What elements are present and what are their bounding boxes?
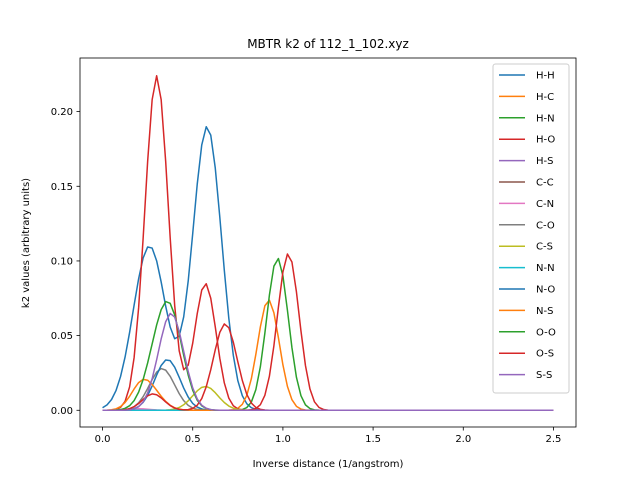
legend-label: S-S (536, 370, 552, 381)
legend: H-H H-C H-N H-O H-S C-C C-N C-O C-S N-N N-O N-S O-O O… (492, 63, 570, 394)
series-line-s-s (102, 312, 554, 412)
x-tick-label: 0.5 (185, 434, 201, 445)
legend-label: H-S (536, 156, 553, 167)
y-tick-label: 0.05 (51, 331, 73, 342)
legend-label: H-N (536, 113, 555, 124)
x-tick-label: 1.0 (275, 434, 291, 445)
plot-area (102, 75, 554, 412)
legend-label: C-S (536, 242, 553, 253)
x-axis: 0.0 0.5 1.0 1.5 2.0 2.5 (95, 427, 562, 445)
legend-label: C-O (536, 220, 555, 231)
legend-label: H-H (536, 71, 555, 82)
y-tick-label: 0.20 (51, 107, 73, 118)
legend-label: N-O (536, 285, 555, 296)
legend-label: H-C (536, 92, 554, 103)
legend-label: O-O (536, 327, 556, 338)
legend-label: O-S (536, 349, 554, 360)
legend-label: N-N (536, 263, 555, 274)
legend-label: H-O (536, 135, 555, 146)
x-tick-label: 1.5 (365, 434, 381, 445)
legend-label: C-N (536, 199, 554, 210)
y-tick-label: 0.10 (51, 256, 73, 267)
y-axis: 0.00 0.05 0.10 0.15 0.20 (51, 107, 80, 417)
x-tick-label: 2.5 (546, 434, 562, 445)
x-axis-label: Inverse distance (1/angstrom) (253, 459, 404, 470)
x-tick-label: 2.0 (455, 434, 471, 445)
plot-frame (79, 57, 577, 428)
legend-label: N-S (536, 306, 553, 317)
legend-label: C-C (536, 178, 554, 189)
y-tick-label: 0.15 (51, 182, 73, 193)
chart-title: MBTR k2 of 112_1_102.xyz (247, 37, 409, 51)
x-tick-label: 0.0 (95, 434, 111, 445)
y-axis-label: k2 values (arbitrary units) (21, 178, 32, 308)
y-tick-label: 0.00 (51, 406, 73, 417)
legend-box (492, 63, 570, 394)
